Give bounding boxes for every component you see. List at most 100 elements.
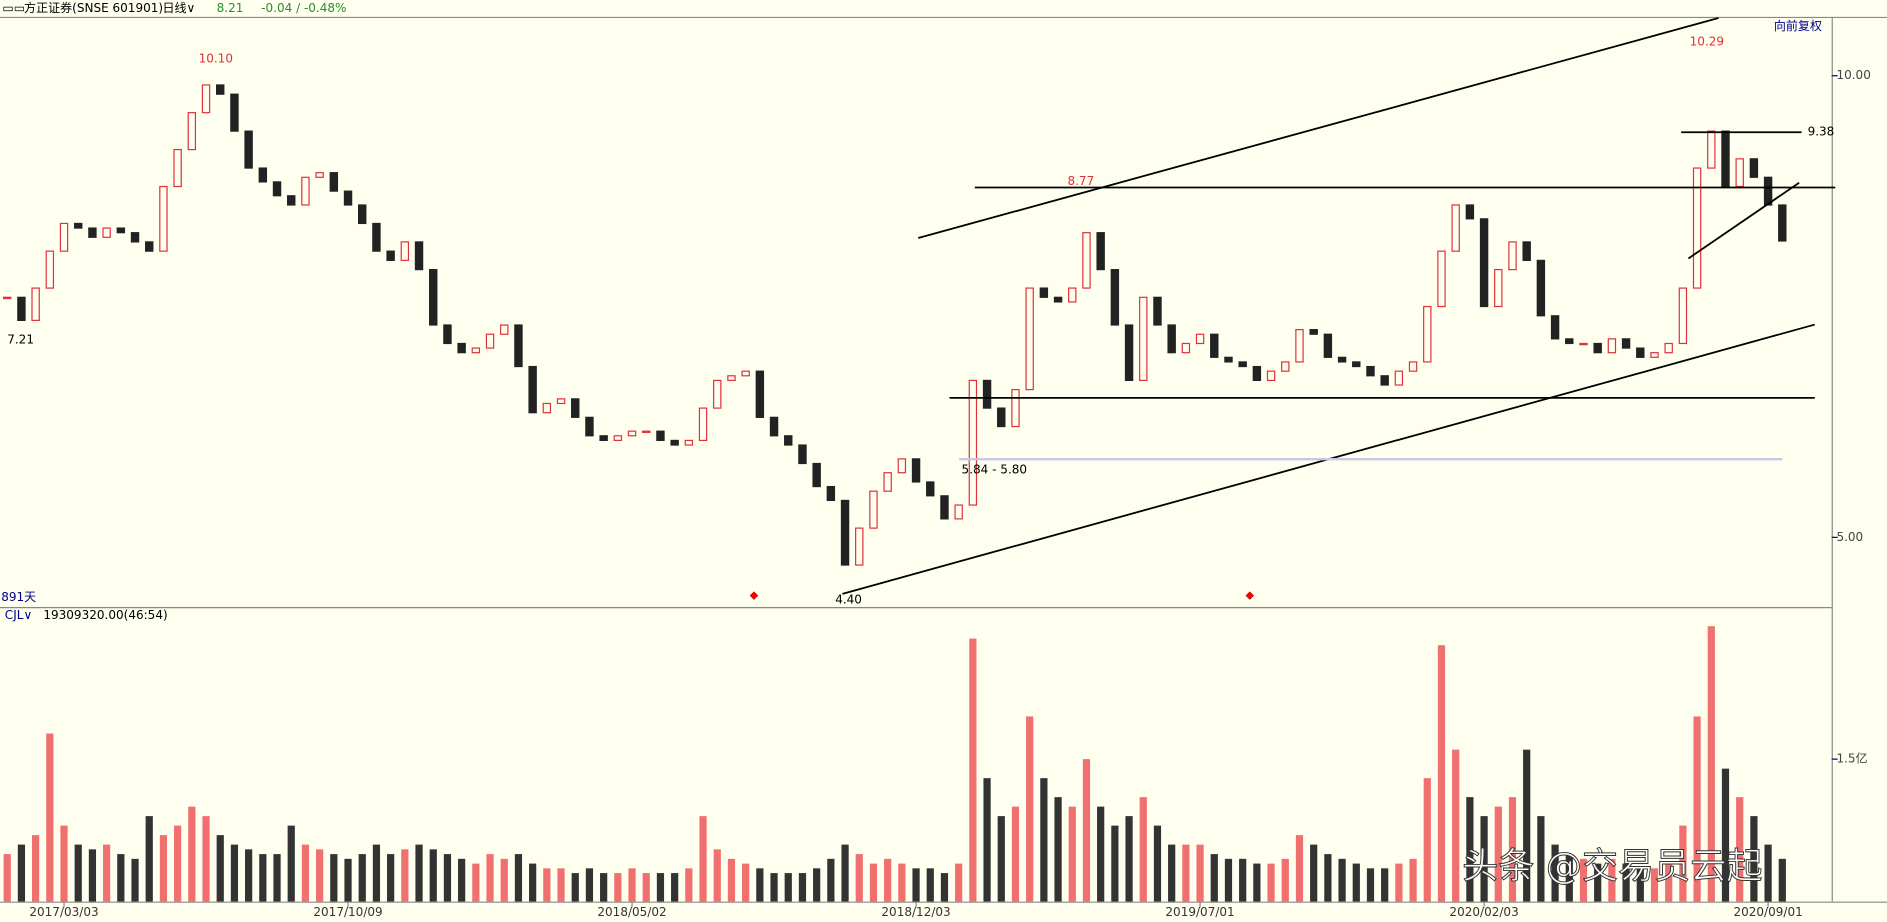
candle <box>88 227 97 238</box>
candle <box>1181 342 1191 354</box>
candle <box>1636 347 1645 358</box>
volume-bar <box>912 868 920 902</box>
volume-bar <box>529 863 537 902</box>
volume-bar <box>301 844 310 902</box>
y-tick-label: 10.00 <box>1836 68 1870 82</box>
candle <box>1735 158 1744 188</box>
candle <box>684 439 694 446</box>
candle <box>1337 356 1347 363</box>
volume-bar <box>1324 854 1332 902</box>
annotation: 8.77 <box>1067 174 1094 188</box>
volume-bar <box>1381 868 1389 902</box>
last-price: 8.21 <box>217 1 244 15</box>
candle <box>528 365 537 414</box>
adjust-mode[interactable]: 向前复权 <box>1774 18 1822 33</box>
candle <box>556 398 566 405</box>
volume-bar <box>1210 854 1218 902</box>
candle <box>571 398 580 418</box>
volume-bar <box>202 816 210 902</box>
volume-bar <box>1295 835 1304 902</box>
candle <box>869 490 878 529</box>
header-icon[interactable]: ▭▭ <box>2 1 25 15</box>
candle <box>358 204 367 225</box>
volume-bar <box>628 868 636 902</box>
candle <box>3 296 12 300</box>
volume-bar <box>3 854 11 902</box>
candle <box>1153 296 1162 326</box>
trend-line <box>1687 181 1800 260</box>
candle <box>386 250 395 261</box>
candle <box>1692 167 1702 289</box>
volume-bar <box>117 854 125 902</box>
candle <box>400 241 410 261</box>
candle <box>272 181 282 197</box>
volume-bar <box>784 873 792 902</box>
candle <box>1579 342 1588 346</box>
candle <box>755 370 765 418</box>
candle <box>31 287 40 321</box>
candle <box>940 495 949 520</box>
volume-bar <box>614 873 622 902</box>
volume-bar <box>145 816 153 902</box>
candle <box>1550 315 1560 340</box>
volume-bar <box>1082 759 1091 902</box>
candle <box>1210 333 1219 358</box>
volume-bar <box>458 858 466 902</box>
volume-bar <box>1224 858 1233 902</box>
y-tick-label: 5.00 <box>1836 530 1863 544</box>
volume-bar <box>1693 716 1701 902</box>
indicator-name[interactable]: CJL∨ <box>5 608 32 622</box>
volume-bar <box>88 849 97 902</box>
volume-bar <box>1139 797 1147 902</box>
candle <box>727 375 736 382</box>
candle <box>1124 324 1134 382</box>
candle <box>656 430 665 442</box>
volume-bar <box>344 858 352 902</box>
candle <box>59 222 69 252</box>
volume-bar <box>1196 844 1204 902</box>
candle <box>1408 361 1418 372</box>
volume-bar <box>401 849 409 902</box>
x-tick-label: 2017/10/09 <box>313 905 382 919</box>
candle <box>443 324 452 345</box>
candle <box>1394 370 1404 386</box>
x-tick-label: 2020/09/01 <box>1733 905 1802 919</box>
volume-bar <box>245 849 253 902</box>
volume-bar <box>955 863 963 902</box>
candle <box>784 435 793 446</box>
volume-bar <box>443 854 452 902</box>
candle <box>1380 375 1389 386</box>
candle <box>642 430 651 433</box>
candle <box>1565 338 1574 345</box>
change: -0.04 / -0.48% <box>261 1 346 15</box>
candle <box>897 458 907 474</box>
volume-bar <box>387 854 395 902</box>
volume-bar <box>259 854 267 902</box>
annotation: 9.38 <box>1808 125 1835 139</box>
volume-bar <box>131 858 139 902</box>
volume-bar <box>358 854 366 902</box>
volume-bar <box>159 835 168 902</box>
volume-bar <box>557 868 565 902</box>
candle <box>1025 287 1034 391</box>
x-tick-label: 2018/05/02 <box>597 905 666 919</box>
volume-bar <box>74 844 82 902</box>
day-count: 891天 <box>1 590 36 604</box>
candle <box>145 241 154 252</box>
candle <box>1366 365 1375 377</box>
volume-bar <box>1452 749 1460 902</box>
candle <box>982 379 992 409</box>
volume-bar <box>1750 816 1758 902</box>
volume-bar <box>1608 858 1616 902</box>
volume-bar <box>372 844 381 902</box>
volume-bar <box>330 854 338 902</box>
period[interactable]: 日线∨ <box>162 1 195 15</box>
candle <box>1266 370 1276 382</box>
volume-bar <box>827 858 835 902</box>
candle <box>1082 232 1091 289</box>
volume-bar <box>316 849 324 902</box>
stock-name[interactable]: 方正证券(SNSE 601901) <box>24 0 163 15</box>
candle <box>1451 204 1460 252</box>
candle <box>968 379 978 506</box>
